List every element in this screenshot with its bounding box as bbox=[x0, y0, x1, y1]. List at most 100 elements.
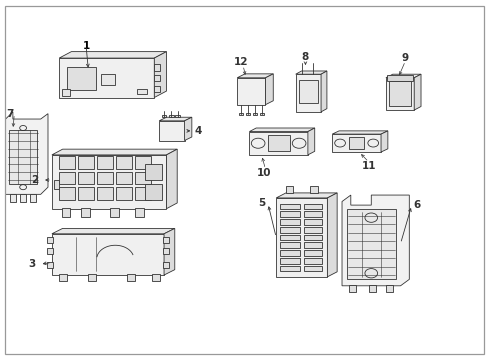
Bar bbox=[116, 172, 132, 184]
Bar bbox=[304, 258, 321, 264]
Polygon shape bbox=[321, 71, 326, 112]
Polygon shape bbox=[265, 74, 273, 105]
Bar bbox=[163, 237, 168, 243]
Text: 1: 1 bbox=[82, 41, 89, 50]
Text: 12: 12 bbox=[233, 57, 248, 67]
Bar bbox=[97, 187, 113, 200]
Bar bbox=[159, 121, 184, 140]
Bar bbox=[259, 113, 263, 116]
Bar bbox=[285, 186, 293, 193]
Bar bbox=[388, 81, 410, 107]
Text: 6: 6 bbox=[412, 200, 419, 210]
Text: 9: 9 bbox=[401, 53, 408, 63]
Bar bbox=[152, 274, 159, 282]
Polygon shape bbox=[166, 149, 177, 209]
Polygon shape bbox=[327, 193, 336, 277]
Bar bbox=[52, 155, 166, 209]
Text: 3: 3 bbox=[29, 259, 36, 269]
Bar bbox=[348, 285, 355, 292]
Bar bbox=[368, 285, 375, 292]
Bar bbox=[385, 285, 392, 292]
Bar bbox=[304, 242, 321, 248]
Bar bbox=[304, 211, 321, 217]
Bar bbox=[59, 274, 67, 282]
Polygon shape bbox=[341, 195, 408, 286]
Polygon shape bbox=[184, 117, 191, 140]
Bar bbox=[280, 250, 299, 256]
Bar bbox=[304, 250, 321, 256]
Bar bbox=[59, 156, 75, 169]
Bar bbox=[304, 235, 321, 240]
Bar bbox=[239, 113, 243, 116]
Bar bbox=[116, 187, 132, 200]
Bar bbox=[280, 235, 299, 240]
Bar bbox=[59, 58, 154, 98]
Bar bbox=[154, 86, 160, 92]
Bar bbox=[249, 132, 307, 155]
Bar bbox=[237, 78, 265, 105]
Bar bbox=[346, 209, 395, 279]
Bar bbox=[59, 187, 75, 200]
Bar bbox=[97, 172, 113, 184]
Bar bbox=[144, 164, 161, 180]
Polygon shape bbox=[52, 228, 174, 234]
Polygon shape bbox=[413, 74, 420, 110]
Bar bbox=[144, 184, 161, 200]
Bar bbox=[310, 186, 317, 193]
Bar bbox=[280, 258, 299, 264]
Bar bbox=[304, 203, 321, 209]
Text: 4: 4 bbox=[194, 126, 202, 136]
Polygon shape bbox=[385, 74, 420, 78]
Bar bbox=[47, 248, 53, 253]
Bar bbox=[127, 274, 135, 282]
Bar bbox=[81, 208, 90, 217]
Polygon shape bbox=[249, 128, 314, 132]
Bar bbox=[280, 203, 299, 209]
Bar bbox=[386, 75, 412, 81]
Bar bbox=[245, 113, 249, 116]
Bar bbox=[135, 187, 151, 200]
Polygon shape bbox=[159, 117, 191, 121]
Bar bbox=[59, 172, 75, 184]
Polygon shape bbox=[5, 112, 48, 194]
Bar bbox=[137, 89, 147, 94]
Bar bbox=[163, 262, 168, 268]
Polygon shape bbox=[154, 51, 166, 98]
Text: 7: 7 bbox=[6, 109, 13, 119]
Polygon shape bbox=[276, 193, 336, 198]
Polygon shape bbox=[59, 51, 166, 58]
Text: 5: 5 bbox=[257, 198, 264, 208]
Bar bbox=[154, 75, 160, 81]
Text: 11: 11 bbox=[361, 161, 375, 171]
Bar bbox=[61, 208, 70, 217]
Text: 10: 10 bbox=[256, 168, 271, 178]
Bar bbox=[52, 234, 163, 275]
Bar bbox=[20, 194, 26, 202]
Bar bbox=[280, 219, 299, 225]
Bar bbox=[101, 74, 115, 85]
Bar bbox=[30, 194, 36, 202]
Bar bbox=[135, 208, 143, 217]
Bar bbox=[252, 113, 256, 116]
Bar bbox=[276, 198, 327, 277]
Bar bbox=[280, 211, 299, 217]
Polygon shape bbox=[237, 74, 273, 78]
Bar bbox=[298, 80, 318, 103]
Bar bbox=[163, 248, 168, 253]
Polygon shape bbox=[331, 131, 387, 134]
Bar bbox=[168, 115, 173, 117]
Bar bbox=[78, 156, 94, 169]
Bar bbox=[175, 115, 180, 117]
Bar bbox=[304, 227, 321, 233]
Polygon shape bbox=[295, 71, 326, 74]
Bar bbox=[154, 64, 160, 71]
Bar bbox=[135, 156, 151, 169]
Bar bbox=[78, 187, 94, 200]
Bar bbox=[116, 156, 132, 169]
Bar bbox=[331, 134, 380, 152]
Bar bbox=[9, 130, 37, 184]
Bar bbox=[47, 262, 53, 268]
Bar bbox=[304, 266, 321, 271]
Bar bbox=[280, 266, 299, 271]
Bar bbox=[110, 208, 119, 217]
